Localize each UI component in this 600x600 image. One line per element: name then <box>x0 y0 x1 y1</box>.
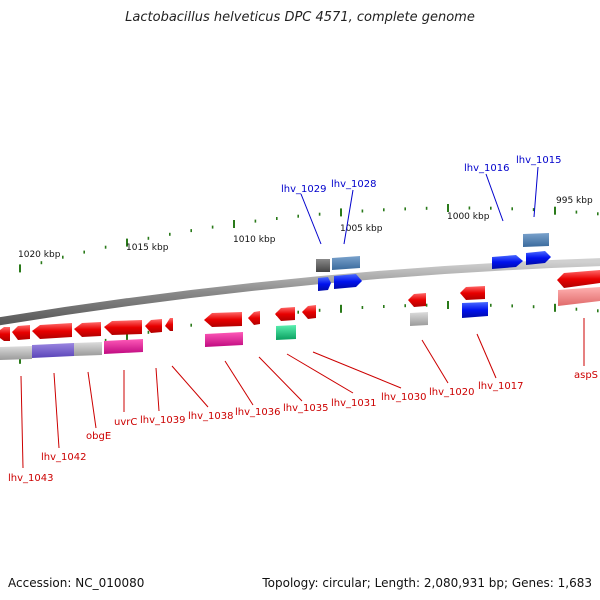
scale-label: 1020 kbp <box>18 250 61 260</box>
gene-feature[interactable] <box>145 319 162 333</box>
gene-feature[interactable] <box>523 233 549 247</box>
leader-line <box>286 353 354 394</box>
leader-line <box>300 193 322 245</box>
leader-line <box>312 351 402 389</box>
gene-label[interactable]: uvrC <box>114 417 137 428</box>
gene-label[interactable]: lhv_1031 <box>331 398 376 409</box>
map-title: Lactobacillus helveticus DPC 4571, compl… <box>125 10 475 25</box>
reverse-label-group: lhv_1043 lhv_1042 obgE uvrC lhv_1039 lhv… <box>8 370 598 484</box>
gene-feature[interactable] <box>32 343 74 358</box>
gene-feature[interactable] <box>74 342 102 356</box>
leader-line <box>20 375 24 469</box>
accession-text: Accession: NC_010080 <box>8 576 145 590</box>
gene-label[interactable]: lhv_1038 <box>188 411 233 422</box>
leader-line <box>476 333 497 379</box>
gene-feature[interactable] <box>275 307 295 321</box>
gene-label[interactable]: aspS <box>574 370 598 381</box>
gene-feature[interactable] <box>408 293 426 307</box>
scale-label: 1010 kbp <box>233 235 276 245</box>
leader-line <box>155 367 160 412</box>
leader-line <box>343 189 354 245</box>
genome-backbone <box>0 258 600 326</box>
leader-line <box>421 339 449 384</box>
gene-label[interactable]: lhv_1029 <box>281 184 326 195</box>
gene-feature[interactable] <box>302 305 316 319</box>
gene-feature[interactable] <box>410 312 428 326</box>
gene-label[interactable]: lhv_1043 <box>8 473 53 484</box>
reverse-genes <box>0 270 600 360</box>
scale-label: 1015 kbp <box>126 243 169 253</box>
leader-line <box>533 166 539 218</box>
gene-label[interactable]: lhv_1028 <box>331 179 376 190</box>
gene-feature[interactable] <box>462 302 488 318</box>
gene-feature[interactable] <box>204 312 242 327</box>
gene-feature[interactable] <box>276 325 296 340</box>
gene-label[interactable]: lhv_1035 <box>283 403 328 414</box>
scale-label-group: 1020 kbp 1015 kbp 1010 kbp 1005 kbp 1000… <box>18 196 593 260</box>
leader-line <box>224 360 254 406</box>
gene-label[interactable]: lhv_1016 <box>464 163 509 174</box>
gene-feature[interactable] <box>332 256 360 270</box>
gene-label[interactable]: lhv_1020 <box>429 387 474 398</box>
gene-label[interactable]: lhv_1042 <box>41 452 86 463</box>
gene-feature[interactable] <box>12 325 30 340</box>
reverse-leaders <box>20 318 585 469</box>
scale-label: 1000 kbp <box>447 212 490 222</box>
gene-feature[interactable] <box>558 287 600 306</box>
gene-label[interactable]: lhv_1039 <box>140 415 185 426</box>
gene-feature[interactable] <box>460 286 485 300</box>
gene-feature[interactable] <box>205 332 243 347</box>
gene-feature[interactable] <box>248 311 260 325</box>
gene-label[interactable]: lhv_1036 <box>235 407 280 418</box>
topology-summary: Topology: circular; Length: 2,080,931 bp… <box>262 576 592 590</box>
gene-feature[interactable] <box>104 320 142 335</box>
gene-feature[interactable] <box>0 327 10 341</box>
gene-feature[interactable] <box>318 277 331 291</box>
leader-line <box>485 173 504 222</box>
leader-line <box>87 371 97 429</box>
gene-feature[interactable] <box>32 323 72 339</box>
forward-leaders <box>300 166 539 245</box>
scale-label: 995 kbp <box>556 196 593 206</box>
scale-label: 1005 kbp <box>340 224 383 234</box>
forward-genes <box>316 233 551 318</box>
gene-feature[interactable] <box>316 259 330 272</box>
gene-label[interactable]: lhv_1015 <box>516 155 561 166</box>
gene-feature[interactable] <box>104 339 143 354</box>
leader-line <box>53 372 60 449</box>
gene-label[interactable]: lhv_1017 <box>478 381 523 392</box>
gene-label[interactable]: lhv_1030 <box>381 392 426 403</box>
gene-feature[interactable] <box>0 346 32 360</box>
gene-feature[interactable] <box>492 255 523 269</box>
leader-line <box>171 365 209 408</box>
gene-label[interactable]: obgE <box>86 431 111 442</box>
gene-feature[interactable] <box>526 251 551 265</box>
gene-feature[interactable] <box>557 270 600 288</box>
leader-line <box>258 356 303 402</box>
gene-feature[interactable] <box>334 274 362 289</box>
forward-label-group: lhv_1029 lhv_1028 lhv_1016 lhv_1015 <box>281 155 561 195</box>
gene-feature[interactable] <box>74 322 101 337</box>
gene-feature[interactable] <box>165 318 173 331</box>
